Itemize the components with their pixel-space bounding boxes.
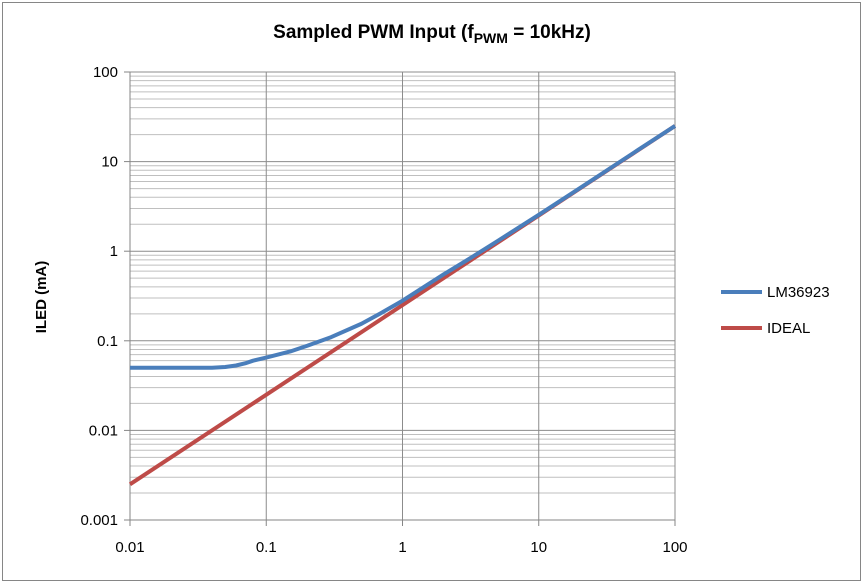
chart-title-subscript: PWM: [474, 30, 508, 46]
series-line-lm36923: [130, 124, 677, 370]
y-tick-label: 100: [93, 64, 118, 81]
x-tick-label: 0.1: [256, 539, 277, 556]
x-tick-label: 1: [398, 539, 406, 556]
y-tick-label: 0.001: [80, 512, 118, 529]
x-tick-labels: 0.01 0.1 1 10 100: [115, 539, 687, 556]
axes: [124, 71, 676, 526]
x-tick-label: 10: [530, 539, 547, 556]
y-tick-label: 0.01: [89, 422, 118, 439]
chart-title-main: Sampled PWM Input (f: [273, 22, 474, 43]
legend-label: IDEAL: [767, 320, 810, 337]
chart-title: Sampled PWM Input (fPWM = 10kHz): [273, 22, 591, 46]
major-gridlines: [130, 71, 676, 520]
y-tick-label: 10: [101, 154, 118, 171]
legend-label: LM36923: [767, 284, 830, 301]
x-tick-label: 100: [662, 539, 687, 556]
x-tick-label: 0.01: [115, 539, 144, 556]
y-axis-title: ILED (mA): [33, 261, 50, 334]
y-tick-label: 0.1: [97, 333, 118, 350]
y-tick-labels: 0.001 0.01 0.1 1 10 100: [80, 64, 118, 529]
legend: LM36923 IDEAL: [721, 284, 830, 337]
y-tick-label: 1: [110, 243, 118, 260]
series-layer: [128, 124, 677, 487]
chart-title-end: = 10kHz): [508, 22, 591, 43]
